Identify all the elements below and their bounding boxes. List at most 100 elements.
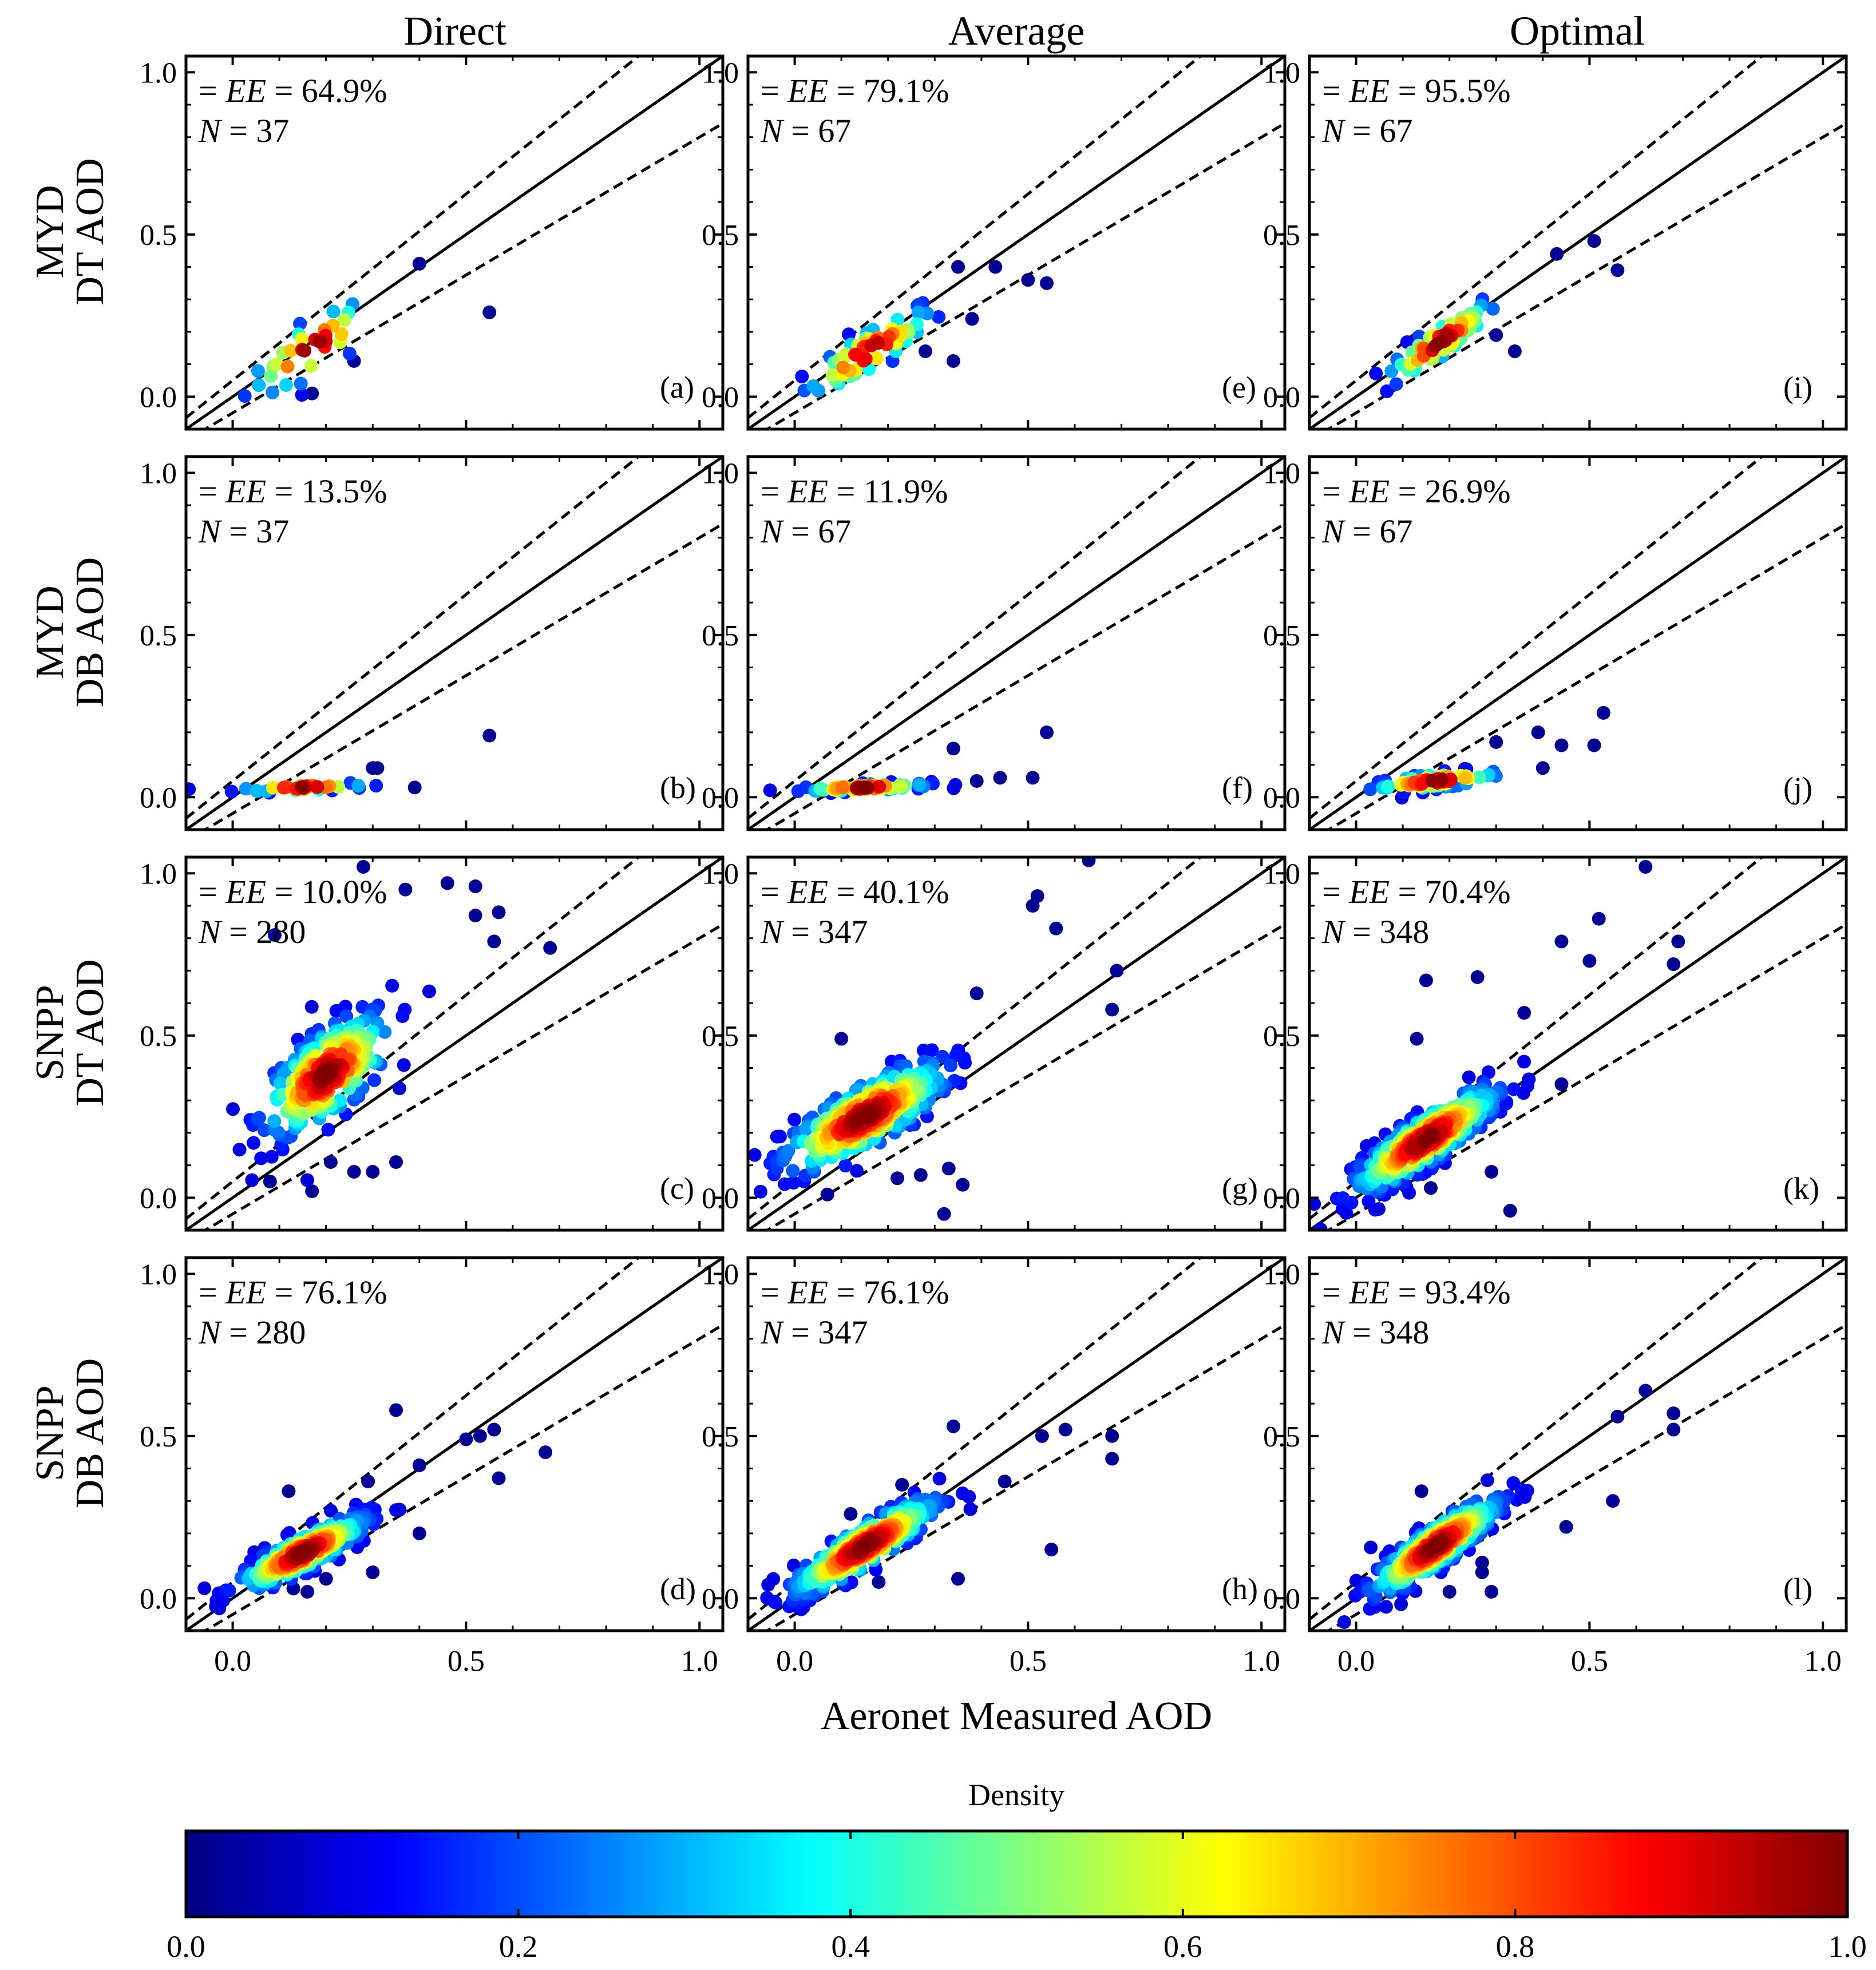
y-tick-label: 0.0 xyxy=(140,1583,177,1615)
y-tick-label: 0.5 xyxy=(702,219,739,252)
data-point xyxy=(267,928,282,942)
data-point xyxy=(257,1123,271,1137)
colorbar-title: Density xyxy=(968,1778,1064,1812)
data-point xyxy=(869,351,884,366)
panel-letter: (k) xyxy=(1783,1171,1819,1206)
panel-frame xyxy=(746,855,1287,1232)
y-tick-label: 0.5 xyxy=(140,1020,177,1053)
data-point xyxy=(468,879,482,894)
ee-lower-line xyxy=(764,923,1285,1230)
y-tick-label: 1.0 xyxy=(1263,457,1300,490)
colorbar-tick-label: 0.0 xyxy=(167,1929,205,1964)
panel-d: 0.0 0.0 0.5 0.5 1.0 1.0 = EE = 76.1%N = 280 (d) xyxy=(140,1256,725,1678)
colorbar-tick-label: 0.6 xyxy=(1163,1929,1202,1964)
data-point xyxy=(1485,1584,1499,1599)
data-point xyxy=(998,1474,1012,1489)
data-point xyxy=(949,1048,963,1063)
data-point xyxy=(487,1422,501,1437)
data-point xyxy=(398,882,413,897)
panel-letter: (h) xyxy=(1222,1572,1258,1606)
panel-b: 0.0 0.5 1.0 = EE = 13.5%N = 37 (b) xyxy=(140,455,725,831)
data-point xyxy=(273,1076,287,1091)
data-point xyxy=(300,1584,315,1599)
data-point xyxy=(366,1565,380,1579)
data-point xyxy=(347,1164,361,1179)
data-point xyxy=(1313,1222,1328,1230)
colorbar-ticks: 0.0 0.2 0.4 0.6 0.8 1.0 xyxy=(167,1831,1867,1964)
scatter-points xyxy=(1337,1384,1681,1629)
y-tick-label: 0.0 xyxy=(140,381,177,414)
data-point xyxy=(820,1187,834,1202)
data-point xyxy=(768,1595,782,1610)
x-tick-label: 1.0 xyxy=(1804,1645,1842,1678)
colorbar-tick-label: 0.4 xyxy=(831,1929,870,1964)
data-point xyxy=(1667,957,1681,972)
data-point xyxy=(1486,302,1500,316)
data-point xyxy=(872,1575,886,1589)
y-tick-label: 0.5 xyxy=(1263,1421,1300,1453)
y-tick-label: 0.5 xyxy=(1263,1020,1300,1053)
data-point xyxy=(1414,1484,1428,1499)
data-point xyxy=(1475,1555,1489,1569)
y-tick-label: 0.0 xyxy=(702,782,739,814)
data-point xyxy=(1434,773,1448,787)
data-point xyxy=(412,1526,426,1540)
data-point xyxy=(946,354,960,368)
panel-letter: (b) xyxy=(660,771,696,805)
data-point xyxy=(925,1043,939,1057)
panel-frame xyxy=(1308,54,1848,431)
column-title-average: Average xyxy=(948,8,1085,54)
data-point xyxy=(988,260,1003,274)
one-to-one-line xyxy=(186,857,723,1230)
row-label-myd-db-line2: DB AOD xyxy=(68,557,112,708)
axis-ticks: 0.0 0.5 1.0 xyxy=(1263,56,1846,429)
data-point xyxy=(1671,934,1685,949)
ee-annotation: = EE = 93.4% xyxy=(1322,1274,1511,1311)
data-point xyxy=(911,305,925,319)
data-point xyxy=(1035,1429,1049,1443)
data-point xyxy=(473,1429,487,1443)
y-tick-label: 1.0 xyxy=(1263,57,1300,89)
data-point xyxy=(224,784,239,799)
panel-frame xyxy=(1308,855,1848,1232)
row-label-snpp-dt-line1: SNPP xyxy=(28,985,72,1080)
data-point xyxy=(342,346,357,360)
axis-ticks: 0.0 0.5 1.0 xyxy=(702,857,1285,1230)
data-point xyxy=(761,1577,775,1592)
data-point xyxy=(1507,344,1522,358)
data-point xyxy=(969,986,984,1001)
data-point xyxy=(872,780,886,794)
data-point xyxy=(266,780,280,795)
data-point xyxy=(267,1114,282,1128)
data-point xyxy=(1596,705,1610,720)
x-tick-label: 0.0 xyxy=(214,1645,251,1678)
data-point xyxy=(321,1123,335,1137)
data-point xyxy=(857,1539,872,1553)
ee-annotation: = EE = 64.9% xyxy=(199,72,387,109)
scatter-points xyxy=(748,857,1124,1221)
data-point xyxy=(763,783,777,798)
data-point xyxy=(1428,1539,1443,1553)
data-point xyxy=(1606,1494,1620,1508)
data-point xyxy=(1431,336,1445,351)
n-annotation: N = 348 xyxy=(1321,913,1429,950)
y-tick-label: 1.0 xyxy=(1263,858,1300,890)
data-point xyxy=(323,1155,338,1169)
data-point xyxy=(407,780,422,795)
column-title-direct: Direct xyxy=(403,8,506,54)
data-point xyxy=(955,1487,969,1501)
data-point xyxy=(946,1419,960,1433)
data-point xyxy=(1667,1406,1681,1421)
scatter-points xyxy=(197,1403,553,1615)
x-tick-label: 0.5 xyxy=(1010,1645,1047,1678)
data-point xyxy=(1336,1191,1350,1206)
scatter-points xyxy=(1309,860,1685,1230)
data-point xyxy=(844,1507,858,1521)
data-point xyxy=(1058,1422,1072,1437)
data-point xyxy=(295,332,309,346)
panel-letter: (c) xyxy=(660,1171,694,1206)
data-point xyxy=(334,327,349,341)
data-point xyxy=(918,344,932,358)
row-label-myd-dt-line2: DT AOD xyxy=(68,158,112,305)
data-point xyxy=(305,1184,319,1198)
